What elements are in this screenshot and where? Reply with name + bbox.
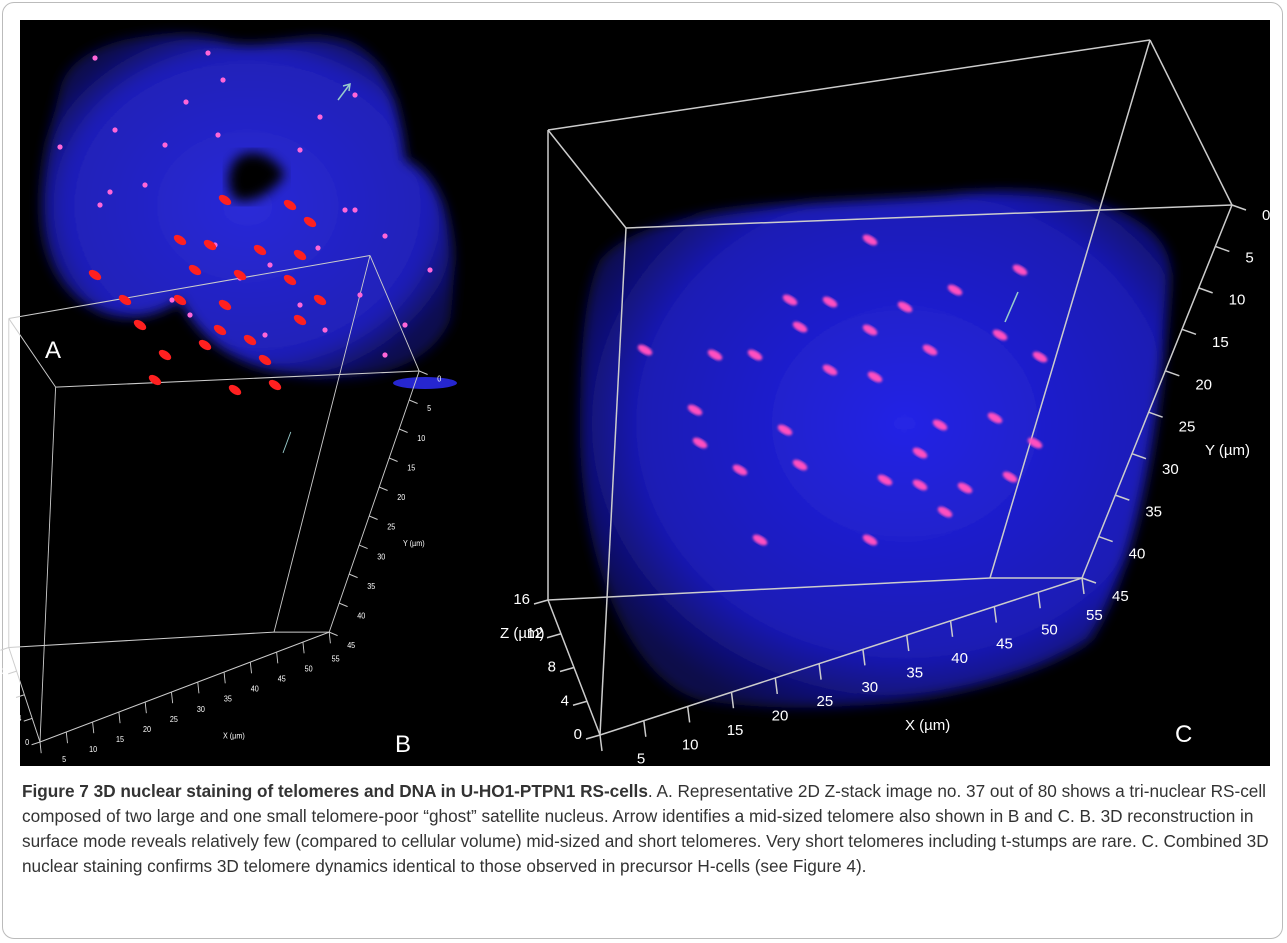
tick [8, 671, 16, 674]
y-tick-label: 40 [357, 611, 366, 621]
y-axis-label: Y (µm) [403, 538, 425, 548]
spot [317, 114, 322, 119]
spot [402, 322, 407, 327]
y-tick-label: 15 [407, 463, 416, 473]
spot [92, 55, 97, 60]
panel-label: A [45, 337, 61, 364]
y-tick-label: 10 [417, 433, 426, 443]
y-tick-label: 35 [1145, 503, 1162, 520]
x-tick-label: 55 [1086, 607, 1103, 624]
y-axis-label: Y (µm) [1205, 442, 1250, 459]
x-tick-label: 10 [682, 736, 699, 753]
z-tick-label: 0 [25, 737, 30, 747]
spot [112, 127, 117, 132]
spot [142, 182, 147, 187]
tick [0, 648, 8, 651]
z-tick-label: 8 [548, 659, 556, 676]
y-tick-label: 15 [1212, 334, 1229, 351]
x-tick-label: 30 [197, 704, 206, 714]
spot [262, 332, 267, 337]
spot [427, 267, 432, 272]
spot [220, 77, 225, 82]
x-tick-label: 0 [35, 765, 40, 775]
spot [205, 50, 210, 55]
spot [352, 92, 357, 97]
x-tick-label: 15 [727, 722, 744, 739]
y-tick-label: 10 [1229, 292, 1246, 309]
y-tick-label: 0 [1262, 207, 1270, 224]
y-tick-label: 20 [1195, 376, 1212, 393]
spot [162, 142, 167, 147]
spot [297, 147, 302, 152]
panel-label: B [395, 731, 411, 758]
spot [382, 352, 387, 357]
spot [57, 144, 62, 149]
panel-label: C [1175, 721, 1192, 748]
x-tick-label: 45 [996, 636, 1013, 653]
y-tick-label: 0 [437, 374, 442, 384]
x-tick-label: 25 [170, 714, 179, 724]
y-tick-label: 25 [387, 522, 396, 532]
y-tick-label: 5 [427, 404, 432, 414]
x-axis-label: X (µm) [905, 717, 950, 734]
caption-label: Figure 7 [22, 781, 89, 801]
spot [322, 327, 327, 332]
x-tick-label: 45 [278, 674, 287, 684]
x-tick-label: 20 [772, 708, 789, 725]
y-tick-label: 35 [367, 581, 376, 591]
x-tick-label: 25 [817, 693, 834, 710]
z-tick-label: 4 [561, 692, 569, 709]
spot [352, 207, 357, 212]
z-tick-label: 16 [513, 591, 530, 608]
spot [357, 292, 362, 297]
x-tick-label: 40 [251, 684, 260, 694]
spot [187, 312, 192, 317]
x-axis-label: X (µm) [223, 731, 245, 741]
y-tick-label: 25 [1179, 419, 1196, 436]
spot [297, 302, 302, 307]
y-tick-label: 45 [1112, 588, 1129, 605]
x-tick-label: 35 [906, 664, 923, 681]
x-tick-label: 5 [637, 751, 645, 768]
y-tick-label: 30 [377, 552, 386, 562]
y-tick-label: 40 [1129, 546, 1146, 563]
y-tick-label: 30 [1162, 461, 1179, 478]
y-tick-label: 45 [347, 641, 356, 651]
spot [315, 245, 320, 250]
spot [97, 202, 102, 207]
x-tick-label: 10 [89, 744, 98, 754]
x-tick-label: 35 [224, 694, 233, 704]
spot [169, 297, 174, 302]
spot [382, 233, 387, 238]
caption-title: 3D nuclear staining of telomeres and DNA… [94, 781, 648, 801]
page: A 05101520253035404505101520253035404550… [0, 0, 1287, 943]
x-tick-label: 20 [143, 724, 152, 734]
x-tick-label: 5 [62, 755, 67, 765]
figure-caption: Figure 7 3D nuclear staining of telomere… [22, 779, 1272, 879]
z-tick-label: 8 [10, 690, 14, 700]
z-tick-label: 4 [17, 714, 22, 724]
x-tick-label: 50 [305, 664, 314, 674]
spot [183, 99, 188, 104]
x-tick-label: 40 [951, 650, 968, 667]
y-tick-label: 20 [397, 493, 406, 503]
spot [107, 189, 112, 194]
x-tick-label: 55 [332, 654, 341, 664]
z-tick-label: 0 [574, 726, 582, 743]
spot [215, 132, 220, 137]
z-tick-label: 12 [0, 666, 6, 676]
spot [267, 262, 272, 267]
x-tick-label: 15 [116, 734, 125, 744]
spot [342, 207, 347, 212]
x-tick-label: 30 [861, 679, 878, 696]
x-tick-label: 50 [1041, 621, 1058, 638]
z-axis-label: Z (µm) [500, 625, 544, 642]
y-tick-label: 5 [1245, 249, 1253, 266]
